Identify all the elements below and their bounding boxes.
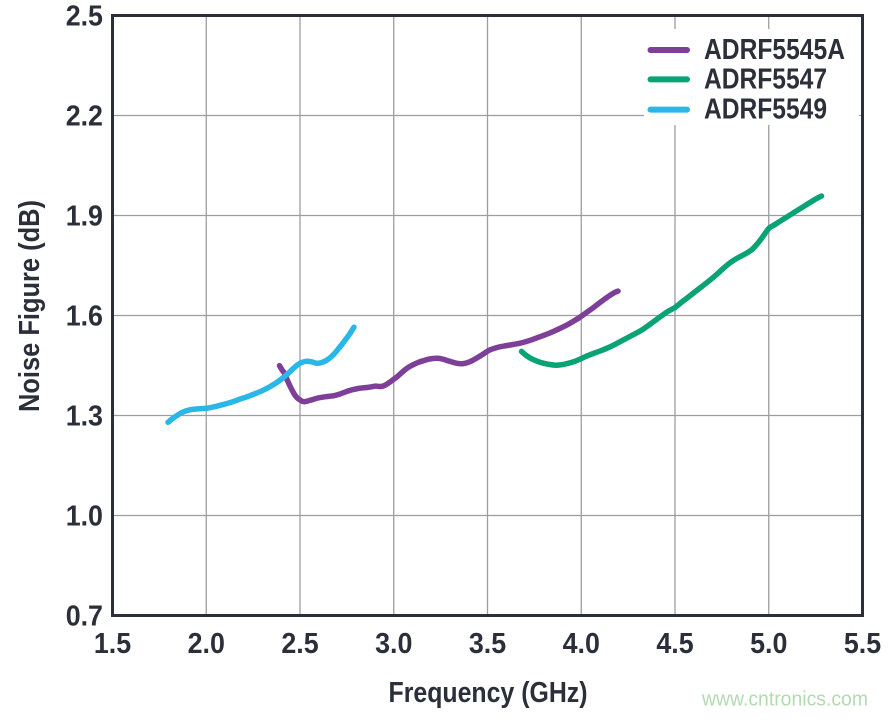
svg-text:4.0: 4.0 — [563, 628, 600, 660]
svg-text:5.0: 5.0 — [750, 628, 787, 660]
svg-text:www.cntronics.com: www.cntronics.com — [701, 689, 868, 711]
svg-text:1.0: 1.0 — [66, 501, 103, 533]
svg-text:1.5: 1.5 — [94, 628, 131, 660]
svg-text:4.5: 4.5 — [656, 628, 693, 660]
svg-text:ADRF5549: ADRF5549 — [704, 94, 827, 126]
svg-text:Noise Figure (dB): Noise Figure (dB) — [14, 200, 46, 412]
svg-text:2.5: 2.5 — [66, 1, 103, 33]
svg-text:1.6: 1.6 — [66, 301, 103, 333]
svg-text:ADRF5547: ADRF5547 — [704, 63, 827, 95]
svg-text:2.0: 2.0 — [188, 628, 225, 660]
svg-text:2.5: 2.5 — [281, 628, 318, 660]
svg-text:3.5: 3.5 — [469, 628, 506, 660]
svg-text:3.0: 3.0 — [375, 628, 412, 660]
svg-text:ADRF5545A: ADRF5545A — [704, 34, 845, 66]
svg-text:5.5: 5.5 — [844, 628, 881, 660]
svg-text:1.3: 1.3 — [66, 401, 103, 433]
svg-text:Frequency (GHz): Frequency (GHz) — [389, 677, 588, 709]
svg-text:1.9: 1.9 — [66, 201, 103, 233]
svg-text:2.2: 2.2 — [66, 101, 103, 133]
svg-text:0.7: 0.7 — [66, 601, 103, 633]
